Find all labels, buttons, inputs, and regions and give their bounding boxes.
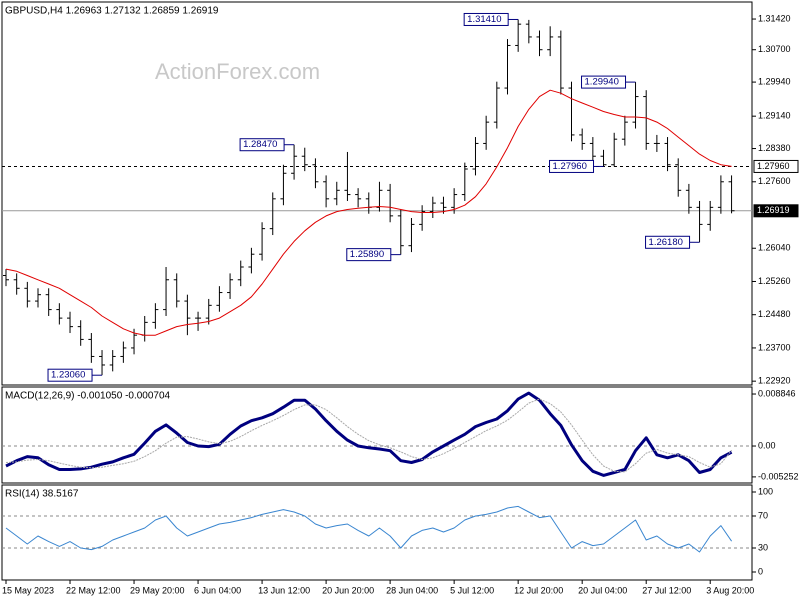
panel-title: GBPUSD,H4 1.26963 1.27132 1.26859 1.2691… bbox=[5, 6, 219, 17]
x-tick-label: 27 Jul 12:00 bbox=[642, 585, 691, 595]
annotation-label: 1.29940 bbox=[585, 77, 619, 88]
y-tick-label: 1.29140 bbox=[758, 111, 791, 121]
y-tick-label: 1.24480 bbox=[758, 309, 791, 319]
annotation-label: 1.28470 bbox=[243, 139, 277, 150]
rsi-frame bbox=[1, 484, 753, 581]
x-tick-label: 28 Jun 04:00 bbox=[386, 585, 438, 595]
series-line bbox=[5, 89, 732, 336]
x-tick-label: 29 May 20:00 bbox=[130, 585, 185, 595]
y-tick-label: 0.008846 bbox=[758, 388, 796, 398]
y-tick-label: 0.00 bbox=[758, 440, 776, 450]
annotation-label: 1.26180 bbox=[649, 237, 683, 248]
y-tick-label: 1.29940 bbox=[758, 76, 791, 86]
x-tick-label: 20 Jul 04:00 bbox=[578, 585, 627, 595]
x-tick-label: 3 Aug 20:00 bbox=[706, 585, 754, 595]
series-line bbox=[5, 398, 732, 473]
y-tick-label: 1.23700 bbox=[758, 342, 791, 352]
y-tick-label: 1.28380 bbox=[758, 143, 791, 153]
series-line bbox=[5, 505, 733, 553]
annotation-box bbox=[47, 368, 93, 382]
x-tick-label: 20 Jun 20:00 bbox=[322, 585, 374, 595]
y-tick-label: 0 bbox=[758, 566, 763, 576]
annotation-box bbox=[346, 248, 392, 262]
annotation-box bbox=[581, 75, 627, 89]
y-tick-label: -0.005252 bbox=[758, 471, 799, 481]
price-box-label: 1.27960 bbox=[757, 161, 790, 171]
annotation-label: 1.25890 bbox=[350, 249, 384, 260]
main-frame bbox=[1, 1, 753, 386]
annotation-label: 1.23060 bbox=[51, 370, 85, 381]
price-box-label: 1.26919 bbox=[757, 205, 790, 215]
x-tick-label: 5 Jul 12:00 bbox=[450, 585, 494, 595]
y-tick-label: 1.30700 bbox=[758, 44, 791, 54]
y-tick-label: 30 bbox=[758, 542, 768, 552]
y-tick-label: 1.31420 bbox=[758, 13, 791, 23]
annotation-label: 1.27960 bbox=[553, 161, 587, 172]
panel-title: RSI(14) 38.5167 bbox=[5, 489, 79, 500]
x-tick-label: 13 Jun 12:00 bbox=[258, 585, 310, 595]
y-tick-label: 70 bbox=[758, 510, 768, 520]
annotation-box bbox=[549, 159, 595, 173]
x-tick-label: 15 May 2023 bbox=[2, 585, 54, 595]
annotation-box bbox=[239, 138, 285, 152]
x-tick-label: 22 May 12:00 bbox=[66, 585, 121, 595]
y-tick-label: 1.26040 bbox=[758, 243, 791, 253]
x-tick-label: 6 Jun 04:00 bbox=[194, 585, 241, 595]
panel-title: MACD(12,26,9) -0.001050 -0.000704 bbox=[5, 391, 171, 402]
y-tick-label: 100 bbox=[758, 486, 773, 496]
macd-frame bbox=[1, 386, 753, 484]
annotation-box bbox=[645, 235, 691, 249]
y-tick-label: 1.22920 bbox=[758, 376, 791, 386]
annotation-label: 1.31410 bbox=[467, 14, 501, 25]
price-box bbox=[753, 159, 799, 173]
series-line bbox=[5, 391, 733, 477]
y-tick-label: 1.25260 bbox=[758, 276, 791, 286]
price-box bbox=[753, 204, 799, 218]
watermark: ActionForex.com bbox=[155, 59, 320, 84]
x-tick-label: 12 Jul 20:00 bbox=[514, 585, 563, 595]
y-tick-label: 1.27600 bbox=[758, 176, 791, 186]
annotation-box bbox=[463, 12, 509, 26]
